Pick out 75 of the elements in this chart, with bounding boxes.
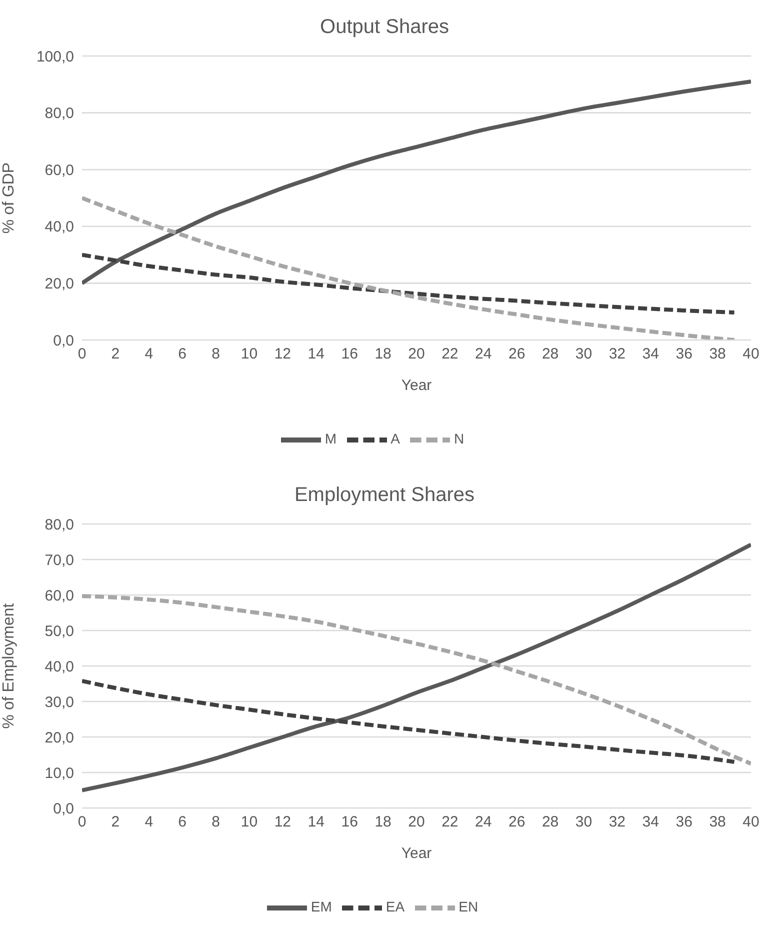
x-tick-label: 0 [78,346,86,363]
y-tick-label: 0,0 [53,332,74,350]
legend-label: EA [386,898,405,915]
x-tick-label: 32 [608,814,626,831]
x-tick-label: 8 [212,346,220,363]
y-tick-label: 0,0 [53,800,74,818]
y-tick-label: 70,0 [44,552,74,569]
x-tick-label: 38 [709,814,726,831]
line-series [82,196,736,340]
x-tick-label: 24 [475,346,492,363]
x-tick-label: 4 [144,814,154,831]
x-tick-label: 12 [274,814,292,831]
y-tick-label: 40,0 [44,658,74,676]
x-axis-title: Year [401,377,432,394]
x-tick-label: 14 [308,346,324,363]
x-tick-label: 6 [178,346,187,363]
line-series [82,594,751,766]
y-tick-label: 100,0 [36,48,74,66]
y-axis-title: % of Employment [0,602,18,729]
line-series [82,80,751,286]
x-tick-label: 38 [709,346,726,363]
y-tick-label: 40,0 [44,218,74,236]
x-tick-label: 40 [742,346,760,363]
x-tick-label: 26 [508,814,526,831]
x-axis-title: Year [401,845,432,862]
x-tick-label: 32 [608,346,626,363]
x-tick-label: 2 [111,814,120,831]
x-tick-label: 18 [374,346,392,363]
y-tick-label: 60,0 [44,162,74,179]
x-tick-label: 10 [240,814,258,831]
x-tick-label: 20 [408,346,425,363]
line-series [82,252,736,314]
x-tick-label: 20 [408,814,425,831]
legend-label: M [324,430,337,447]
x-tick-label: 18 [374,814,392,831]
y-tick-label: 30,0 [44,694,74,711]
x-tick-label: 28 [542,814,559,831]
x-tick-label: 6 [178,814,187,831]
x-tick-label: 30 [575,814,592,831]
legend-label: EM [310,898,332,915]
x-tick-label: 36 [676,346,692,363]
x-tick-label: 24 [475,814,492,831]
x-tick-label: 30 [575,346,592,363]
y-tick-label: 20,0 [44,276,74,293]
x-tick-label: 40 [742,814,760,831]
legend-label: EN [458,898,478,915]
x-tick-label: 0 [78,814,86,831]
x-tick-label: 8 [212,814,220,831]
x-tick-label: 14 [308,814,324,831]
x-tick-label: 34 [642,814,659,831]
line-series [82,678,736,764]
y-tick-label: 20,0 [44,729,74,746]
x-tick-label: 10 [240,346,258,363]
x-tick-label: 4 [144,346,154,363]
y-tick-label: 80,0 [44,516,74,534]
chart-title: Employment Shares [293,484,476,507]
x-tick-label: 12 [274,346,292,363]
chart-title: Output Shares [319,16,450,39]
x-tick-label: 2 [111,346,120,363]
x-tick-label: 26 [508,346,526,363]
x-tick-label: 28 [542,346,559,363]
line-series [82,542,751,792]
x-tick-label: 22 [442,814,458,831]
y-tick-label: 50,0 [44,622,74,640]
x-tick-label: 16 [341,346,358,363]
x-tick-label: 34 [642,346,659,363]
legend-label: A [390,430,400,447]
x-tick-label: 36 [676,814,692,831]
x-tick-label: 22 [442,346,458,363]
y-axis-title: % of GDP [0,162,18,234]
y-tick-label: 80,0 [44,105,74,122]
y-tick-label: 60,0 [44,587,74,604]
y-tick-label: 10,0 [44,764,74,782]
x-tick-label: 16 [341,814,358,831]
legend-label: N [454,430,464,447]
